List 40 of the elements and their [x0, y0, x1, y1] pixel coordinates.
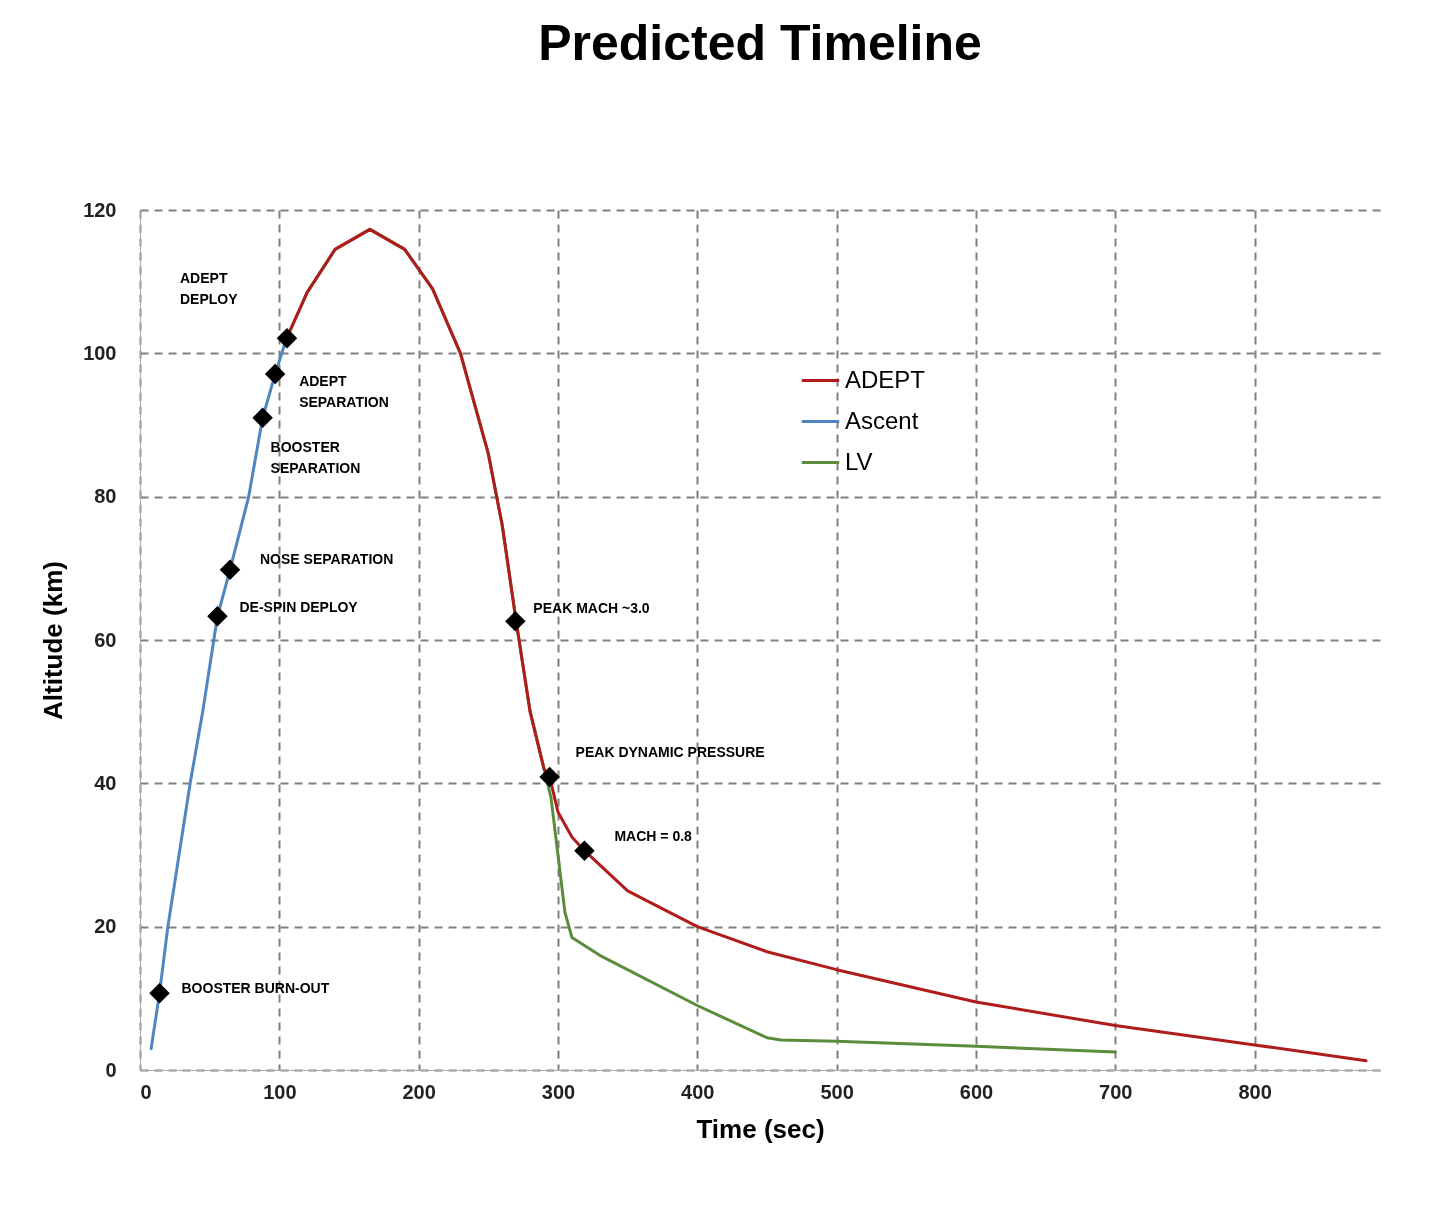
y-tick-label: 40 [94, 771, 117, 794]
point [505, 611, 526, 632]
y-tick-label: 0 [105, 1058, 117, 1081]
annotation: DE-SPIN DEPLOY [239, 599, 359, 616]
point [207, 606, 228, 627]
annotation: BOOSTER SEPARATION [270, 438, 361, 476]
x-tick-label: 500 [820, 1080, 854, 1103]
legend-label: ADEPT [845, 365, 926, 393]
x-tick-label: 0 [140, 1080, 152, 1103]
x-tick-label: 200 [402, 1080, 436, 1103]
point [252, 407, 273, 429]
point [276, 328, 298, 349]
x-tick-label: 800 [1238, 1080, 1272, 1103]
annotation: MACH = 0.8 [614, 827, 693, 844]
annotation: PEAK DYNAMIC PRESSURE [575, 743, 765, 760]
point [264, 363, 286, 385]
y-tick-label: 20 [94, 915, 117, 938]
point [219, 559, 241, 581]
y-tick-label: 80 [94, 485, 117, 508]
legend-label: Ascent [845, 406, 919, 434]
annotation: ADEPT SEPARATION [299, 373, 389, 411]
y-tick-label: 100 [83, 341, 117, 364]
annotation: ADEPT DEPLOY [180, 270, 239, 307]
point [149, 983, 170, 1004]
chart-title: Predicted Timeline [538, 15, 982, 71]
y-tick-label: 60 [94, 628, 117, 651]
x-tick-label: 700 [1099, 1080, 1133, 1103]
annotation: NOSE SEPARATION [260, 550, 394, 567]
x-tick-label: 300 [541, 1080, 576, 1103]
legend-label: LV [845, 447, 873, 475]
y-axis-title: Altitude (km) [38, 561, 69, 720]
point [539, 766, 560, 788]
x-tick-label: 600 [959, 1080, 994, 1103]
x-tick-label: 100 [263, 1080, 297, 1103]
point [574, 840, 595, 861]
x-axis-title: Time (sec) [696, 1113, 825, 1144]
annotation: PEAK MACH ~3.0 [533, 600, 650, 617]
annotation: BOOSTER BURN-OUT [181, 980, 330, 997]
y-tick-label: 120 [83, 198, 117, 221]
x-tick-label: 400 [681, 1080, 715, 1103]
